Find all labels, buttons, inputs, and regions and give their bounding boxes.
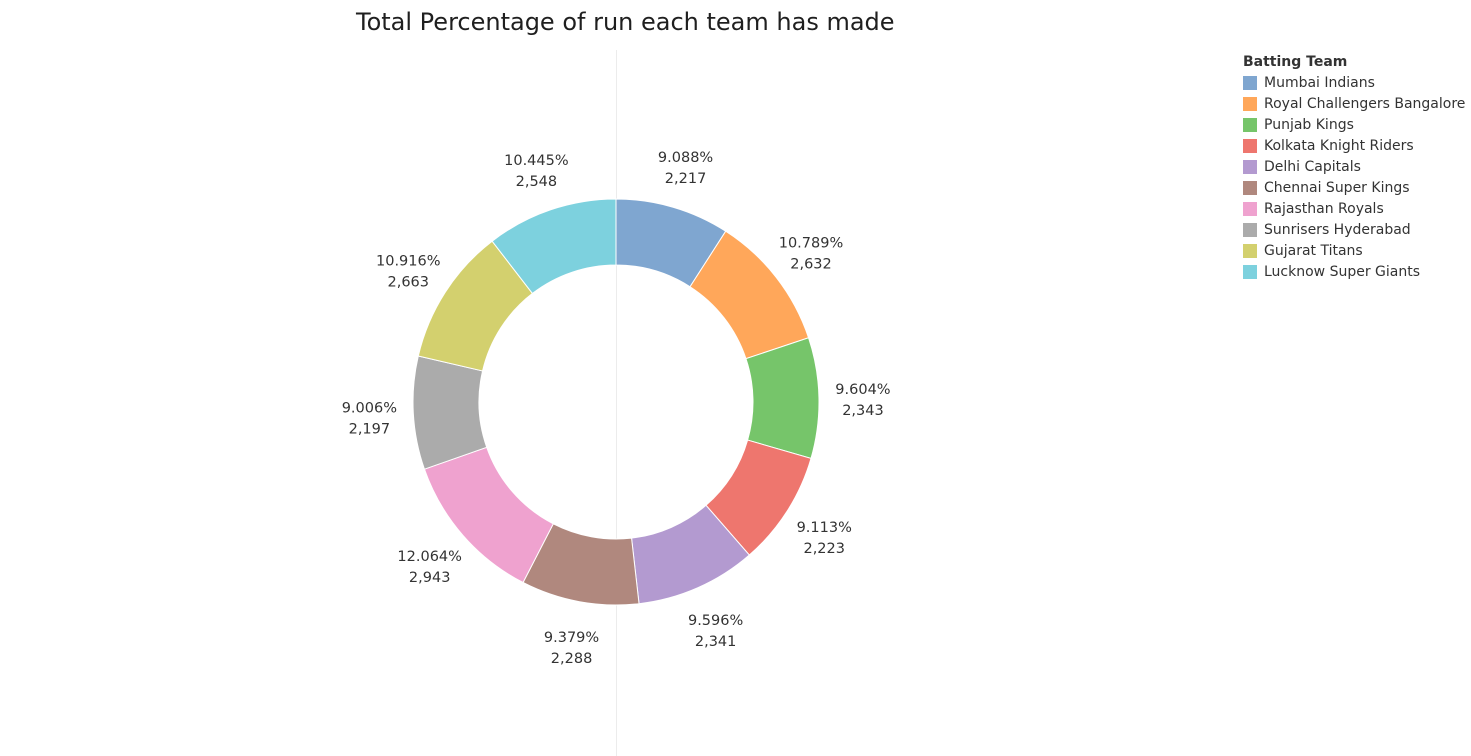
legend-swatch — [1243, 222, 1257, 237]
legend-label: Mumbai Indians — [1264, 74, 1375, 91]
legend-label: Rajasthan Royals — [1264, 200, 1384, 217]
legend-items: Mumbai Indians Royal Challengers Bangalor… — [1243, 72, 1465, 282]
slice-percent-label: 9.113% — [797, 520, 852, 536]
legend-item[interactable]: Royal Challengers Bangalore — [1243, 93, 1465, 114]
legend-item[interactable]: Mumbai Indians — [1243, 72, 1465, 93]
slice-percent-label: 12.064% — [397, 549, 462, 565]
slice-value-label: 2,343 — [842, 403, 884, 419]
slice-value-label: 2,217 — [665, 171, 707, 187]
legend-swatch — [1243, 117, 1257, 132]
slice-value-label: 2,943 — [409, 570, 451, 586]
center-divider-line — [616, 50, 617, 756]
slice-percent-label: 10.445% — [504, 153, 569, 169]
chart-title: Total Percentage of run each team has ma… — [356, 8, 895, 36]
legend-item[interactable]: Lucknow Super Giants — [1243, 261, 1465, 282]
legend-item[interactable]: Chennai Super Kings — [1243, 177, 1465, 198]
legend-label: Sunrisers Hyderabad — [1264, 221, 1411, 238]
legend-item[interactable]: Delhi Capitals — [1243, 156, 1465, 177]
slice-value-label: 2,341 — [695, 634, 737, 650]
legend-item[interactable]: Rajasthan Royals — [1243, 198, 1465, 219]
legend: Batting Team Mumbai Indians Royal Challen… — [1243, 54, 1465, 282]
slice-value-label: 2,663 — [388, 274, 430, 290]
legend-item[interactable]: Sunrisers Hyderabad — [1243, 219, 1465, 240]
slice-value-label: 2,632 — [790, 256, 832, 272]
slice-percent-label: 10.789% — [779, 235, 844, 251]
legend-item[interactable]: Kolkata Knight Riders — [1243, 135, 1465, 156]
slice-percent-label: 9.596% — [688, 613, 743, 629]
legend-swatch — [1243, 264, 1257, 279]
legend-swatch — [1243, 159, 1257, 174]
slice-percent-label: 9.604% — [835, 382, 890, 398]
legend-label: Gujarat Titans — [1264, 242, 1363, 259]
legend-item[interactable]: Gujarat Titans — [1243, 240, 1465, 261]
legend-label: Chennai Super Kings — [1264, 179, 1410, 196]
legend-swatch — [1243, 243, 1257, 258]
legend-swatch — [1243, 201, 1257, 216]
slice-percent-label: 9.006% — [342, 400, 397, 416]
slice-percent-label: 9.088% — [658, 150, 713, 166]
donut-slice[interactable] — [745, 337, 820, 460]
legend-item[interactable]: Punjab Kings — [1243, 114, 1465, 135]
slice-value-label: 2,223 — [803, 541, 845, 557]
legend-title: Batting Team — [1243, 54, 1348, 70]
slice-percent-label: 10.916% — [376, 253, 441, 269]
slice-value-label: 2,197 — [349, 421, 391, 437]
legend-swatch — [1243, 138, 1257, 153]
legend-label: Delhi Capitals — [1264, 158, 1361, 175]
slice-value-label: 2,548 — [516, 174, 558, 190]
legend-label: Kolkata Knight Riders — [1264, 137, 1414, 154]
legend-swatch — [1243, 75, 1257, 90]
donut-slice[interactable] — [491, 198, 617, 295]
legend-label: Lucknow Super Giants — [1264, 263, 1421, 280]
legend-label: Punjab Kings — [1264, 116, 1354, 133]
slice-percent-label: 9.379% — [544, 630, 599, 646]
slice-value-label: 2,288 — [551, 651, 593, 667]
legend-label: Royal Challengers Bangalore — [1264, 95, 1466, 112]
legend-swatch — [1243, 96, 1257, 111]
legend-swatch — [1243, 180, 1257, 195]
